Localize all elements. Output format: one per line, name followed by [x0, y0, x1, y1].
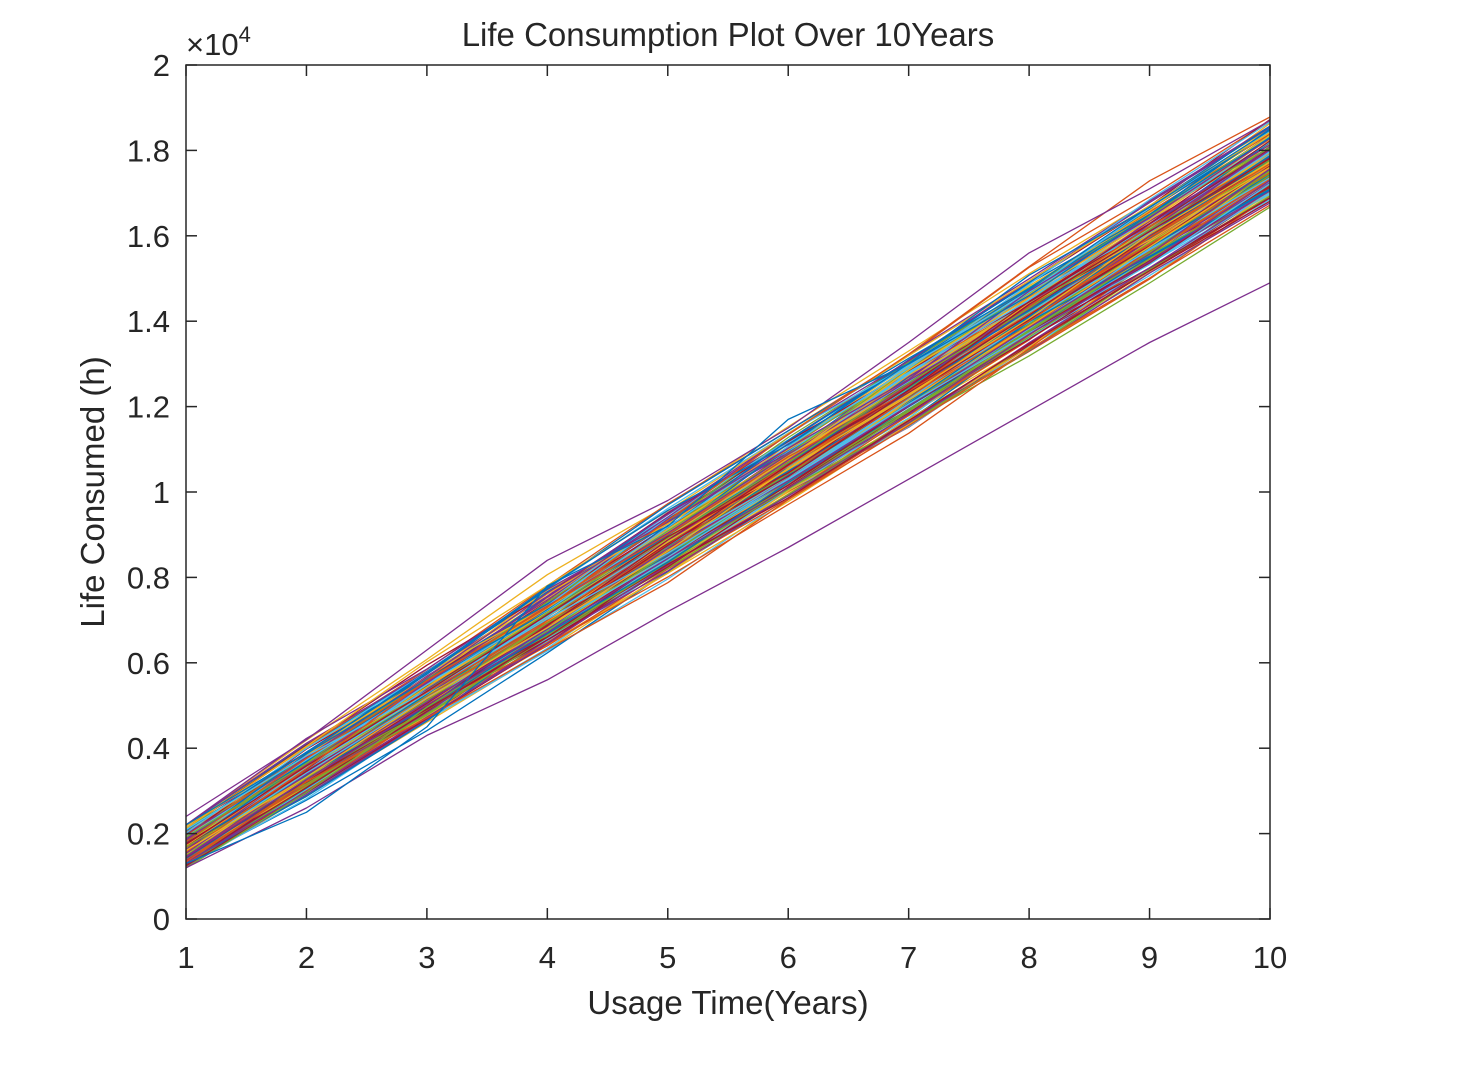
y-exponent-base: ×10	[186, 27, 239, 62]
y-tick-label: 0.8	[127, 560, 170, 595]
y-axis-title: Life Consumed (h)	[74, 356, 111, 627]
series-line-190	[185, 163, 1271, 843]
series-line-193	[185, 158, 1271, 838]
series-line-199	[185, 179, 1271, 858]
series-line-153	[185, 186, 1271, 858]
series-line-136	[185, 202, 1271, 867]
y-tick-label: 1.4	[127, 304, 170, 339]
y-tick-label: 1.6	[127, 219, 170, 254]
series-line-180	[185, 130, 1271, 834]
series-line-201	[185, 282, 1271, 869]
x-tick-label: 4	[539, 940, 556, 975]
tick-layer: 1 2 3 4 5 6 7 8 9 10 0 0.2 0.4 0.6 0.8 1 1.2 1.4 1.6 1.8 2	[127, 48, 1287, 975]
x-tick-label: 6	[780, 940, 797, 975]
series-line-198	[185, 161, 1271, 852]
series-line-202	[185, 137, 1271, 865]
y-tick-label: 1	[153, 475, 170, 510]
x-tick-label: 7	[900, 940, 917, 975]
y-tick-label: 0	[153, 902, 170, 937]
series-line-197	[185, 116, 1271, 853]
y-exponent-multiplier: ×104	[186, 22, 251, 62]
y-tick-label: 1.8	[127, 133, 170, 168]
y-tick-label: 1.2	[127, 390, 170, 425]
series-line-194	[185, 183, 1271, 831]
series-layer	[185, 116, 1271, 869]
x-tick-label: 5	[659, 940, 676, 975]
chart-title: Life Consumption Plot Over 10Years	[462, 16, 995, 53]
series-line-200	[185, 119, 1271, 818]
x-axis-title: Usage Time(Years)	[587, 984, 868, 1021]
x-tick-label: 10	[1253, 940, 1287, 975]
y-tick-label: 0.6	[127, 646, 170, 681]
series-line-195	[185, 157, 1271, 845]
x-tick-label: 2	[298, 940, 315, 975]
x-tick-label: 3	[418, 940, 435, 975]
x-tick-label: 8	[1020, 940, 1037, 975]
series-line-187	[185, 177, 1271, 853]
series-line-175	[185, 155, 1271, 843]
y-exponent-power: 4	[239, 22, 251, 47]
series-line-186	[185, 170, 1271, 869]
y-tick-label: 2	[153, 48, 170, 83]
x-tick-label: 1	[177, 940, 194, 975]
y-tick-label: 0.2	[127, 817, 170, 852]
x-tick-label: 9	[1141, 940, 1158, 975]
y-tick-label: 0.4	[127, 731, 170, 766]
series-line-23	[185, 128, 1271, 826]
